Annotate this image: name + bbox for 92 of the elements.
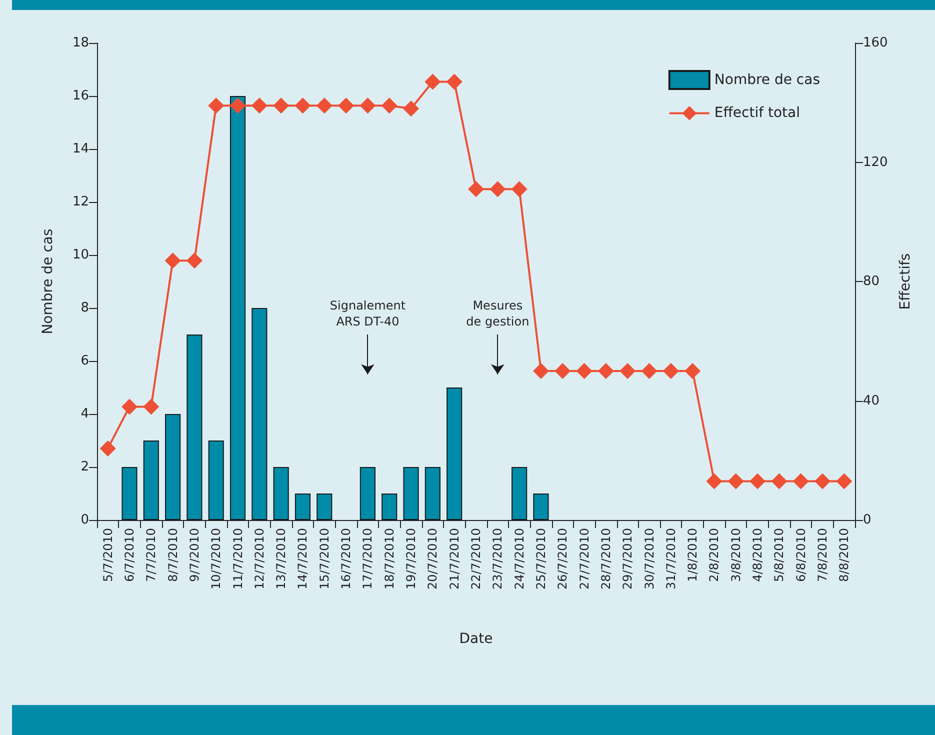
x-tick-label: 8/8/2010	[837, 528, 852, 582]
y-axis-title: Nombre de cas	[40, 228, 56, 334]
point	[424, 74, 441, 90]
x-axis-title: Date	[459, 631, 493, 647]
point	[100, 440, 116, 456]
x-tick-label: 4/8/2010	[750, 528, 765, 582]
x-tick-label: 21/7/2010	[447, 528, 462, 590]
x-tick-label: 15/7/2010	[317, 528, 332, 590]
x-tick-label: 14/7/2010	[296, 528, 310, 590]
point	[490, 181, 506, 198]
y-tick-label: 10	[72, 248, 89, 262]
x-tick-label: 16/7/2010	[339, 528, 354, 590]
y2-tick-label: 120	[863, 154, 888, 170]
point	[468, 181, 484, 198]
point	[662, 362, 679, 379]
x-tick-label: 13/7/2010	[274, 528, 288, 590]
y2-tick-label: 80	[863, 274, 880, 289]
legend-label: Effectif total	[714, 105, 800, 122]
point	[532, 362, 549, 379]
point	[836, 473, 852, 490]
point	[620, 362, 636, 379]
y-tick-label: 0	[80, 512, 89, 528]
x-tick-label: 2/8/2010	[707, 528, 722, 582]
point	[706, 473, 722, 490]
point	[446, 74, 462, 90]
point	[121, 398, 138, 415]
x-tick-label: 23/7/2010	[490, 528, 505, 590]
x-tick-label: 28/7/2010	[598, 528, 613, 590]
x-tick-label: 1/8/2010	[686, 528, 700, 582]
x-tick-label: 22/7/2010	[469, 528, 483, 590]
point	[792, 473, 809, 490]
y-tick-label: 14	[72, 142, 89, 156]
point	[208, 98, 224, 114]
x-tick-label: 11/7/2010	[230, 528, 245, 590]
y-tick-label: 16	[72, 88, 89, 104]
point	[750, 473, 766, 490]
x-tick-label: 7/7/2010	[144, 528, 158, 582]
point	[164, 252, 181, 269]
x-tick-label: 31/7/2010	[664, 528, 678, 590]
x-tick-label: 6/7/2010	[122, 528, 136, 582]
x-tick-label: 26/7/2010	[556, 528, 570, 590]
point	[294, 98, 311, 114]
y-tick-label: 6	[80, 354, 89, 368]
x-tick-label: 9/7/2010	[187, 528, 202, 582]
y2-tick-label: 0	[863, 512, 872, 528]
x-tick-label: 12/7/2010	[252, 528, 266, 590]
point	[273, 98, 290, 114]
point	[186, 252, 202, 269]
point	[814, 473, 831, 490]
x-tick-label: 19/7/2010	[404, 528, 418, 590]
x-tick-label: 17/7/2010	[360, 528, 375, 590]
y-tick-label: 18	[72, 36, 89, 50]
y-tick-label: 4	[80, 406, 89, 422]
x-tick-label: 3/8/2010	[728, 528, 743, 582]
y-tick-label: 12	[72, 194, 89, 210]
x-tick-label: 5/8/2010	[772, 528, 786, 582]
x-tick-label: 20/7/2010	[426, 528, 440, 590]
x-tick-label: 10/7/2010	[209, 528, 224, 590]
legend-label: Nombre de cas	[714, 72, 820, 88]
x-tick-label: 27/7/2010	[577, 528, 592, 590]
point	[641, 362, 658, 379]
point	[576, 362, 592, 379]
y-tick-label: 2	[80, 460, 89, 474]
annotation: Mesures de gestion	[466, 298, 530, 328]
x-tick-label: 7/8/2010	[816, 528, 830, 582]
point	[511, 181, 528, 198]
y-tick-label: 8	[80, 300, 89, 316]
point	[554, 362, 571, 379]
x-tick-label: 18/7/2010	[382, 528, 396, 590]
point	[316, 98, 332, 114]
x-tick-label: 25/7/2010	[534, 528, 548, 590]
point	[360, 98, 376, 114]
point	[598, 362, 614, 379]
point	[403, 100, 420, 117]
point	[684, 362, 701, 379]
x-tick-label: 29/7/2010	[620, 528, 635, 590]
point	[230, 98, 246, 114]
point	[381, 98, 398, 114]
annotation: Signalement ARS DT-40	[330, 298, 406, 328]
point	[728, 473, 744, 490]
y2-tick-label: 40	[863, 393, 880, 408]
point	[143, 398, 160, 415]
x-tick-label: 24/7/2010	[512, 528, 526, 590]
y2-axis-title: Effectifs	[898, 253, 914, 310]
point	[771, 473, 788, 490]
point	[338, 98, 354, 114]
x-tick-label: 8/7/2010	[166, 528, 180, 582]
point	[251, 98, 268, 114]
x-tick-label: 6/8/2010	[794, 528, 808, 582]
x-tick-label: 30/7/2010	[642, 528, 656, 590]
x-tick-label: 5/7/2010	[100, 528, 115, 582]
y2-tick-label: 160	[863, 36, 888, 50]
